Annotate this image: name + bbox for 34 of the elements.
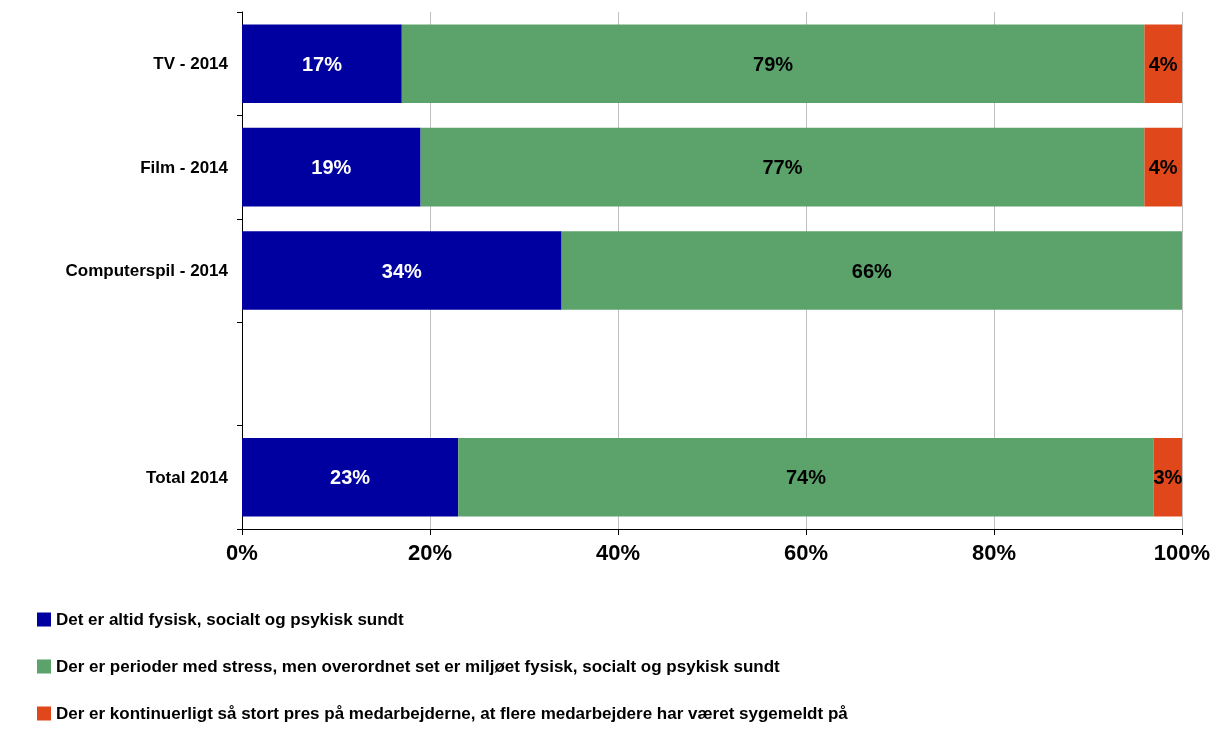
x-tick-label: 20% <box>407 539 453 565</box>
bar <box>242 438 459 517</box>
data-label: 4% <box>1148 156 1178 179</box>
x-tick-label: 60% <box>783 539 829 565</box>
bar <box>242 231 562 310</box>
data-label: 19% <box>311 156 352 179</box>
data-label: 17% <box>301 52 343 75</box>
data-label: 77% <box>762 156 803 179</box>
x-tick-label: 100% <box>1153 539 1211 565</box>
data-label: 79% <box>753 52 794 75</box>
bar <box>242 127 421 207</box>
x-tick-label: 0% <box>226 539 258 565</box>
y-tick-label: TV - 2014 <box>153 54 229 74</box>
legend-label: Det er altid fysisk, socialt og psykisk sundt <box>56 610 405 629</box>
bar <box>1144 24 1182 103</box>
y-tick-label: Computerspil - 2014 <box>65 261 229 280</box>
bar <box>420 127 1145 207</box>
bar <box>561 231 1182 310</box>
data-label: 74% <box>785 466 827 489</box>
x-tick-label: 80% <box>971 539 1017 565</box>
legend-label: Der er perioder med stress, men overordnet set er miljøet fysisk, socialt og psykisk sundt <box>56 657 781 676</box>
legend-label: Der er kontinuerligt så stort pres på medarbejderne, at flere medarbejdere har været sygemeldt på <box>56 704 849 723</box>
data-label: 23% <box>330 466 371 489</box>
bar <box>242 24 402 103</box>
y-tick-label: Total 2014 <box>146 467 229 487</box>
bar <box>401 24 1145 103</box>
bar <box>458 438 1154 517</box>
bar <box>1144 127 1182 207</box>
data-label: 4% <box>1148 52 1178 75</box>
data-label: 66% <box>851 259 893 282</box>
data-label: 34% <box>381 259 423 282</box>
data-label: 3% <box>1153 466 1183 489</box>
y-tick-label: Film - 2014 <box>140 157 229 177</box>
x-tick-label: 40% <box>595 539 641 565</box>
